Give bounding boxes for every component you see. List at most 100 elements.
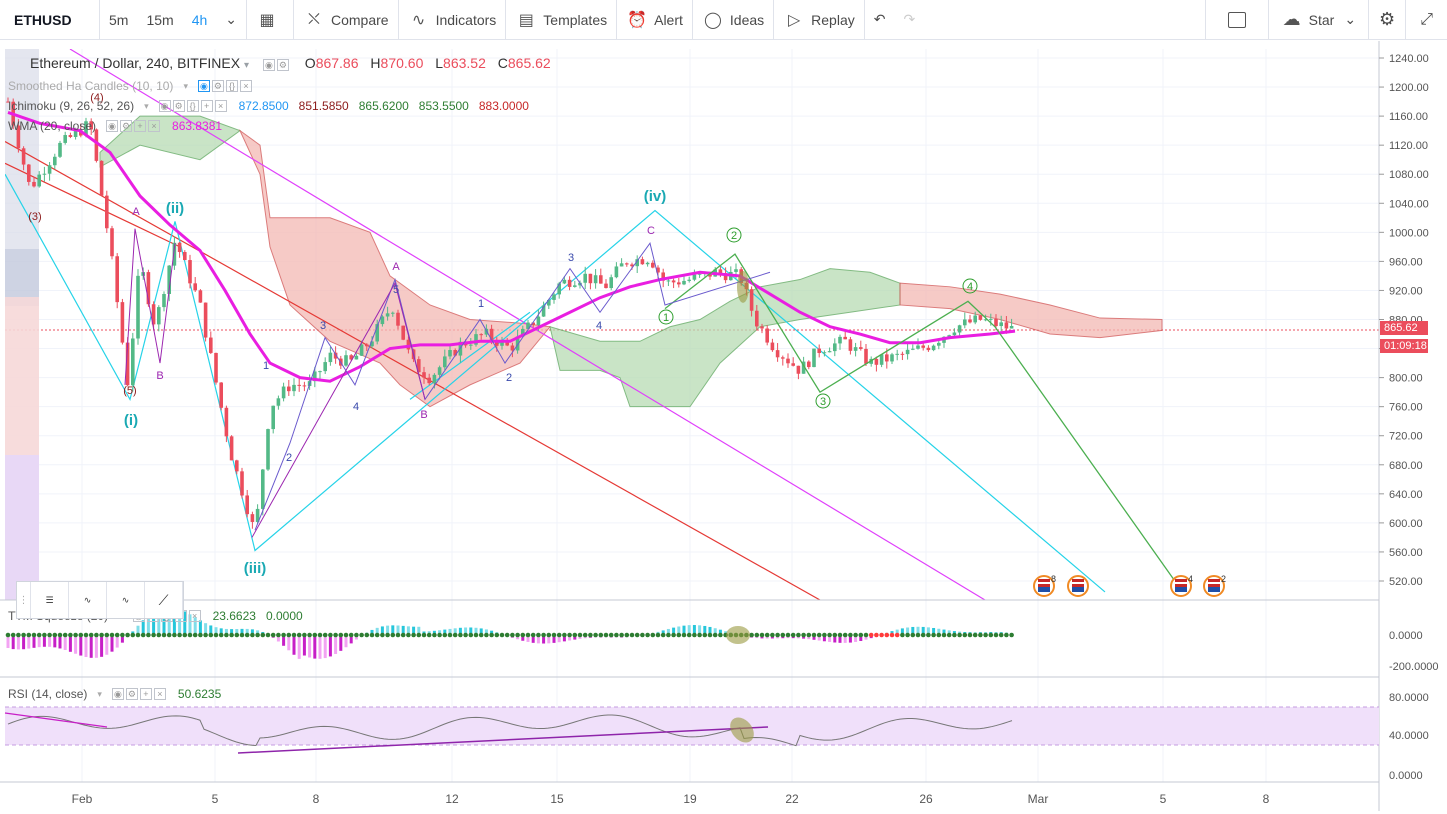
symbol-search[interactable]: ETHUSD: [0, 0, 100, 40]
time-tick-label: 19: [683, 792, 697, 806]
eye-icon[interactable]: ◉: [106, 120, 118, 132]
fullscreen-button[interactable]: ⤢: [1406, 0, 1447, 40]
legend-ichimoku[interactable]: Ichimoku (9, 26, 52, 26) ▾ ◉⚙{}+× 872.85…: [8, 99, 539, 113]
ttm-dot: [692, 633, 697, 638]
add-icon[interactable]: +: [140, 688, 152, 700]
eye-icon[interactable]: ◉: [159, 100, 171, 112]
source-icon[interactable]: {}: [226, 80, 238, 92]
chevron-down-icon[interactable]: ▾: [244, 60, 249, 71]
ttm-dot: [489, 633, 494, 638]
close-value: 865.62: [508, 55, 551, 71]
ttm-bar: [105, 635, 108, 655]
settings-icon[interactable]: ⚙: [173, 100, 185, 112]
candle-body: [48, 165, 52, 173]
trend-line-icon[interactable]: ⟋: [145, 582, 183, 618]
chart-style-button[interactable]: ▦: [247, 0, 293, 40]
countdown-tag: 01:09:18: [1380, 339, 1428, 353]
layout-button[interactable]: [1206, 0, 1268, 40]
us-flag-stripe: [1072, 582, 1084, 584]
ttm-dot: [136, 633, 141, 638]
ttm-dot: [479, 633, 484, 638]
candle-body: [760, 326, 764, 328]
chevron-down-icon[interactable]: ▾: [183, 81, 188, 92]
ttm-bar: [298, 635, 301, 659]
price-tick-label: 560.00: [1389, 547, 1423, 559]
settings-icon[interactable]: ⚙: [126, 688, 138, 700]
ttm-bar: [85, 635, 88, 657]
wave-label: 4: [967, 281, 973, 293]
ttm-bar: [79, 635, 82, 656]
source-icon[interactable]: {}: [187, 100, 199, 112]
ttm-dot: [937, 633, 942, 638]
chevron-down-icon[interactable]: ▾: [144, 101, 149, 112]
eye-icon[interactable]: ◉: [112, 688, 124, 700]
add-icon[interactable]: +: [134, 120, 146, 132]
chevron-down-icon[interactable]: ▾: [97, 689, 102, 700]
star-button[interactable]: ☁ Star ⌄: [1269, 0, 1368, 40]
legend-rsi[interactable]: RSI (14, close) ▾ ◉⚙+× 50.6235: [8, 687, 231, 701]
wave-label: B: [420, 409, 427, 421]
candle-body: [854, 347, 858, 351]
price-tick-label: 920.00: [1389, 285, 1423, 297]
candle-body: [136, 276, 140, 339]
ttm-dot: [578, 633, 583, 638]
ttm-dot: [593, 633, 598, 638]
candle-body: [396, 313, 400, 326]
close-icon[interactable]: ×: [148, 120, 160, 132]
ideas-button[interactable]: ◯ Ideas: [693, 0, 773, 40]
close-label: C: [498, 55, 508, 71]
interval-5m[interactable]: 5m: [100, 0, 137, 40]
event-count: 4: [1188, 574, 1193, 584]
candle-body: [43, 174, 47, 175]
settings-button[interactable]: ⚙: [1369, 0, 1405, 40]
interval-dropdown[interactable]: ⌄: [216, 0, 246, 40]
redo-button[interactable]: ↷: [894, 0, 924, 40]
candle-body: [989, 319, 993, 320]
drag-handle-icon[interactable]: ⋮: [17, 582, 31, 618]
ttm-dot: [287, 633, 292, 638]
undo-button[interactable]: ↶: [865, 0, 895, 40]
ichimoku-v2: 851.5850: [299, 99, 349, 113]
close-icon[interactable]: ×: [189, 610, 201, 622]
close-icon[interactable]: ×: [240, 80, 252, 92]
settings-icon[interactable]: ⚙: [212, 80, 224, 92]
ttm-dot: [926, 633, 931, 638]
interval-15m[interactable]: 15m: [137, 0, 182, 40]
templates-button[interactable]: ▤ Templates: [506, 0, 616, 40]
candle-body: [292, 385, 296, 391]
close-icon[interactable]: ×: [215, 100, 227, 112]
candle-body: [906, 350, 910, 354]
candle-body: [360, 344, 364, 355]
ttm-dot: [73, 633, 78, 638]
interval-4h[interactable]: 4h: [183, 0, 217, 40]
ttm-dot: [775, 633, 780, 638]
settings-icon[interactable]: ⚙: [277, 59, 289, 71]
candle-body: [22, 148, 26, 164]
elliott-correction-icon[interactable]: ∿: [107, 582, 145, 618]
ttm-dot: [609, 633, 614, 638]
candle-body: [438, 367, 442, 375]
indicator-name: RSI (14, close): [8, 687, 87, 701]
ttm-dot: [183, 633, 188, 638]
legend-wma[interactable]: WMA (20, close) ◉⚙+× 863.8381: [8, 119, 232, 133]
elliott-impulse-icon[interactable]: ∿: [69, 582, 107, 618]
ttm-bar: [329, 635, 332, 656]
compare-button[interactable]: ⛌ Compare: [294, 0, 398, 40]
settings-icon[interactable]: ⚙: [120, 120, 132, 132]
eye-icon[interactable]: ◉: [263, 59, 275, 71]
ttm-dot: [422, 633, 427, 638]
ttm-tick-label: -200.0000: [1389, 661, 1439, 673]
ttm-dot: [942, 633, 947, 638]
alert-button[interactable]: ⏰ Alert: [617, 0, 692, 40]
close-icon[interactable]: ×: [154, 688, 166, 700]
candle-body: [230, 436, 234, 460]
legend-smoothed-ha[interactable]: Smoothed Ha Candles (10, 10) ▾ ◉⚙{}×: [8, 79, 264, 93]
symbol-title[interactable]: Ethereum / Dollar, 240, BITFINEX: [30, 55, 240, 71]
eye-icon[interactable]: ◉: [198, 80, 210, 92]
lines-tool-icon[interactable]: ☰: [31, 582, 69, 618]
add-icon[interactable]: +: [201, 100, 213, 112]
replay-button[interactable]: ▷ Replay: [774, 0, 864, 40]
us-flag-stripe: [1175, 582, 1187, 584]
indicators-button[interactable]: ∿ Indicators: [399, 0, 506, 40]
